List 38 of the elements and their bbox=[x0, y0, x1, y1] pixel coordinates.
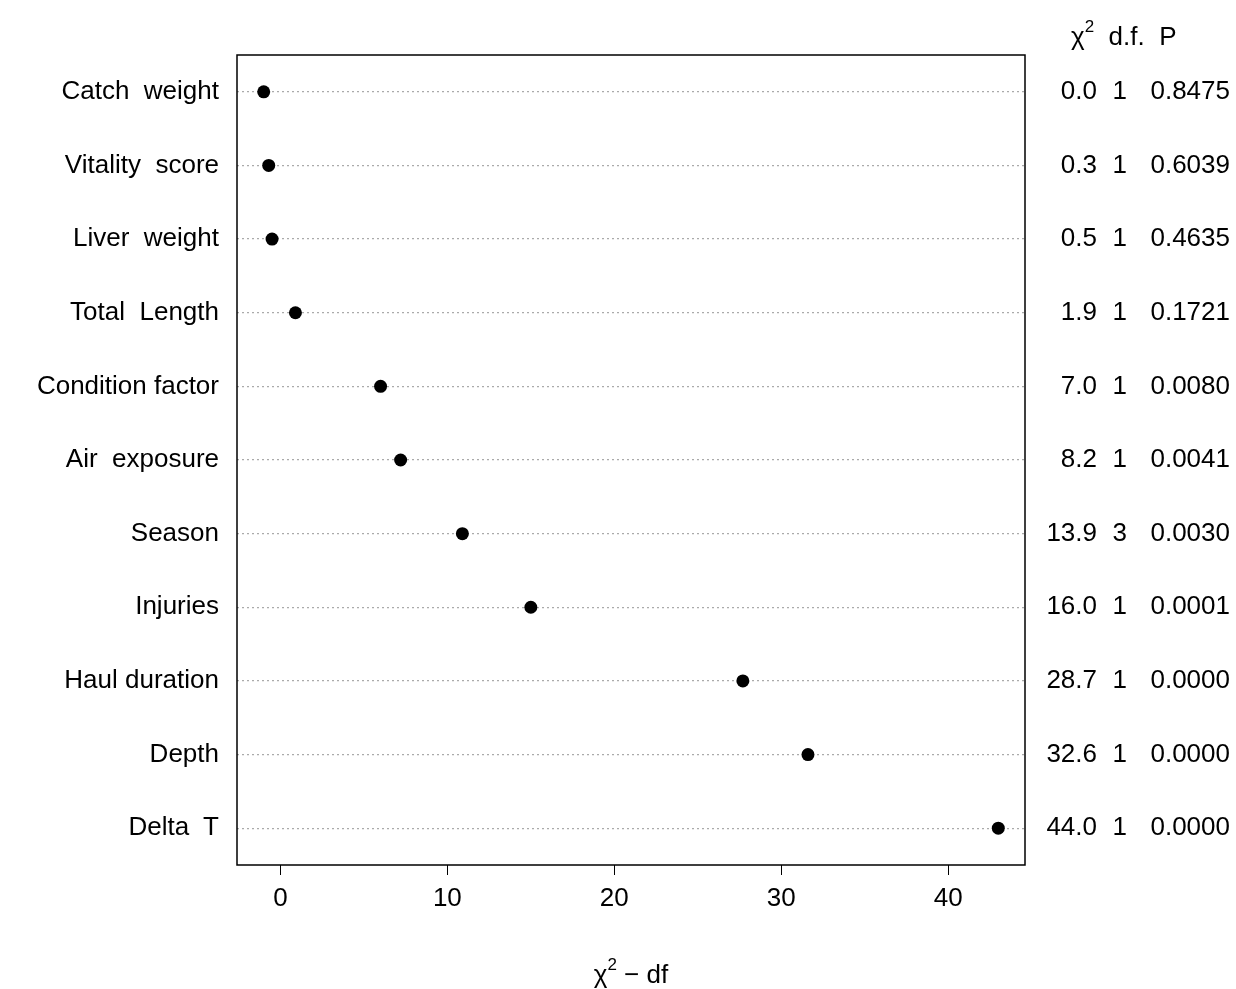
data-label: 0.5 1 0.4635 bbox=[1060, 222, 1231, 253]
point bbox=[262, 158, 276, 172]
y-tick-label: Vitality score bbox=[64, 148, 219, 179]
point bbox=[455, 527, 469, 541]
point bbox=[374, 379, 388, 393]
x-tick-label: 20 bbox=[599, 881, 629, 912]
data-label: 13.9 3 0.0030 bbox=[1046, 516, 1231, 547]
point bbox=[394, 453, 408, 467]
y-tick-label: Condition factor bbox=[36, 369, 220, 400]
y-tick-label: Air exposure bbox=[65, 443, 219, 474]
data-label: 28.7 1 0.0000 bbox=[1046, 664, 1231, 695]
data-label: 32.6 1 0.0000 bbox=[1046, 737, 1231, 768]
data-label: 0.0 1 0.8475 bbox=[1060, 74, 1231, 105]
data-label: 8.2 1 0.0041 bbox=[1060, 443, 1231, 474]
point bbox=[288, 306, 302, 320]
data-label: 7.0 1 0.0080 bbox=[1060, 369, 1231, 400]
y-tick-label: Injuries bbox=[135, 590, 219, 621]
point bbox=[736, 674, 750, 688]
point bbox=[257, 85, 271, 99]
point bbox=[801, 748, 815, 762]
data-label: 1.9 1 0.1721 bbox=[1060, 295, 1231, 326]
x-tick-label: 40 bbox=[933, 881, 963, 912]
y-tick-label: Total Length bbox=[70, 295, 219, 326]
y-tick-label: Season bbox=[130, 516, 219, 547]
y-tick-label: Haul duration bbox=[64, 664, 219, 695]
x-tick-label: 0 bbox=[273, 881, 288, 912]
x-tick-label: 10 bbox=[432, 881, 462, 912]
point bbox=[991, 821, 1005, 835]
point bbox=[265, 232, 279, 246]
point bbox=[524, 600, 538, 614]
data-label: 16.0 1 0.0001 bbox=[1046, 590, 1231, 621]
x-tick-label: 30 bbox=[766, 881, 796, 912]
y-tick-label: Depth bbox=[149, 737, 219, 768]
data-label: 44.0 1 0.0000 bbox=[1046, 811, 1231, 842]
data-label: 0.3 1 0.6039 bbox=[1060, 148, 1231, 179]
y-tick-label: Liver weight bbox=[73, 222, 220, 253]
y-tick-label: Catch weight bbox=[61, 74, 220, 105]
y-tick-label: Delta T bbox=[128, 811, 220, 842]
